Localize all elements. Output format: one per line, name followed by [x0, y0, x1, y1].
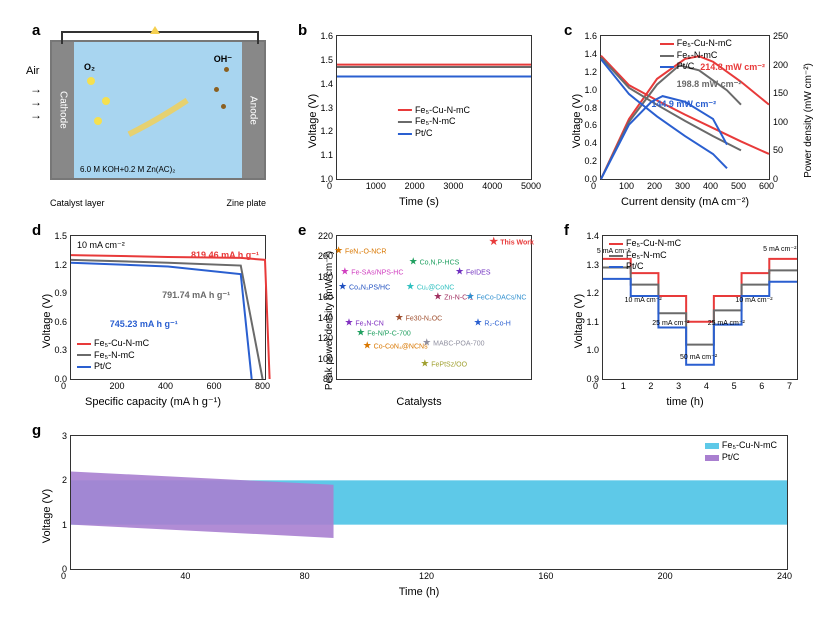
catalyst-point: ★ FeIDES: [455, 266, 490, 277]
legend-fen: Fe₅-N-mC: [415, 116, 456, 128]
legend-fen-f: Fe₅-N-mC: [626, 250, 667, 262]
air-arrow1: →: [30, 82, 42, 96]
zinc-plate-label: Zine plate: [226, 198, 266, 208]
catalyst-point: ★ FeCo-DACs/NC: [466, 292, 527, 303]
legend-g: Fe₅-Cu-N-mC Pt/C: [705, 440, 777, 463]
panel-d: d 10 mA cm⁻² 819.46 mA h g⁻¹ 791.74 mA h…: [30, 220, 276, 410]
legend-ptc-f: Pt/C: [626, 261, 644, 273]
legend-ptc-g: Pt/C: [722, 452, 740, 464]
catalyst-point: ★ Co-CoN₄@NCNs: [363, 341, 428, 352]
catalyst-point: ★ Co₄N₃PS/HC: [338, 282, 390, 293]
legend-fen-c: Fe₅-N-mC: [677, 50, 718, 62]
catalyst-point: ★ FePtSz/OO: [420, 358, 467, 369]
air-label: Air: [26, 65, 39, 77]
xlabel-e: Catalysts: [396, 396, 441, 408]
panel-g: g Fe₅-Cu-N-mC Pt/C 040801201602002400123…: [30, 420, 808, 600]
panel-c-label: c: [564, 22, 572, 39]
panel-f: f Fe₅-Cu-N-mC Fe₅-N-mC Pt/C 012345670.91…: [562, 220, 808, 410]
panel-a-label: a: [32, 22, 40, 39]
ylabel-e: Peak power density (mW cm⁻²): [324, 251, 335, 390]
xlabel-b: Time (s): [399, 196, 439, 208]
rate-step-label: 5 mA cm⁻²: [597, 247, 630, 255]
legend-fecu-f: Fe₅-Cu-N-mC: [626, 238, 681, 250]
plot-g-area: Fe₅-Cu-N-mC Pt/C 040801201602002400123: [70, 435, 788, 570]
rate-step-label: 5 mA cm⁻²: [763, 245, 796, 253]
xlabel-g: Time (h): [399, 586, 440, 598]
air-arrow2: →: [30, 95, 42, 109]
wire: [50, 26, 270, 44]
header-d: 10 mA cm⁻²: [77, 240, 125, 251]
rate-step-label: 50 mA cm⁻²: [680, 353, 717, 361]
panel-c: c Fe₅-Cu-N-mC Fe₅-N-mC Pt/C 214.8 mW cm⁻…: [562, 20, 808, 210]
panel-a: a Air → → → Cathode Anode O₂ OH⁻ 6.0 M K…: [30, 20, 276, 210]
figure-grid: a Air → → → Cathode Anode O₂ OH⁻ 6.0 M K…: [30, 20, 808, 618]
catalyst-point: ★ Fe-N/P-C-700: [356, 328, 410, 339]
legend-fecu-c: Fe₅-Cu-N-mC: [677, 38, 732, 50]
peak-fecu: 214.8 mW cm⁻²: [700, 62, 765, 73]
legend-d: Fe₅-Cu-N-mC Fe₅-N-mC Pt/C: [77, 338, 149, 373]
legend-ptc-c: Pt/C: [677, 61, 695, 73]
peak-ptc: 144.9 mW cm⁻²: [651, 99, 716, 110]
panel-g-label: g: [32, 422, 41, 439]
cap-fen: 791.74 mA h g⁻¹: [162, 290, 230, 301]
ylabel-c: Voltage (V): [571, 94, 583, 148]
panel-f-label: f: [564, 222, 569, 239]
ylabel-f: Voltage (V): [573, 294, 585, 348]
peak-fen: 198.8 mW cm⁻²: [677, 79, 742, 90]
ylabel-g: Voltage (V): [41, 489, 53, 543]
ylabel-b: Voltage (V): [307, 94, 319, 148]
plot-e-area: 80100120140160180200220★ This Work★ FeN₄…: [336, 235, 532, 380]
panel-d-label: d: [32, 222, 41, 239]
legend-b: Fe₅-Cu-N-mC Fe₅-N-mC Pt/C: [398, 105, 470, 140]
xlabel-d: Specific capacity (mA h g⁻¹): [85, 395, 221, 408]
panel-e: e 80100120140160180200220★ This Work★ Fe…: [296, 220, 542, 410]
schematic-arrow: [52, 42, 264, 178]
catalyst-layer-label: Catalyst layer: [50, 198, 105, 208]
catalyst-point: ★ This Work: [489, 237, 534, 248]
ylabel-d: Voltage (V): [41, 294, 53, 348]
legend-f: Fe₅-Cu-N-mC Fe₅-N-mC Pt/C: [609, 238, 681, 273]
xlabel-f: time (h): [666, 396, 703, 408]
catalyst-point: ★ R₂-Co-H: [474, 317, 511, 328]
air-arrow3: →: [30, 108, 42, 122]
plot-f-area: Fe₅-Cu-N-mC Fe₅-N-mC Pt/C 012345670.91.0…: [602, 235, 798, 380]
panel-b: b Fe₅-Cu-N-mC Fe₅-N-mC Pt/C 010002000300…: [296, 20, 542, 210]
cap-fecu: 819.46 mA h g⁻¹: [191, 250, 259, 261]
panel-b-label: b: [298, 22, 307, 39]
catalyst-point: ★ FeN₄-O-NCR: [334, 246, 386, 257]
ylabel2-c: Power density (mW cm⁻²): [803, 63, 814, 178]
legend-ptc-d: Pt/C: [94, 361, 112, 373]
plot-b-area: Fe₅-Cu-N-mC Fe₅-N-mC Pt/C 01000200030004…: [336, 35, 532, 180]
legend-ptc: Pt/C: [415, 128, 433, 140]
catalyst-point: ★ Fe30-N₂OC: [395, 312, 442, 323]
catalyst-point: ★ Fe-SAs/NPS-HC: [340, 266, 403, 277]
electrolyte-label: 6.0 M KOH+0.2 M Zn(AC)₂: [80, 165, 175, 174]
xlabel-c: Current density (mA cm⁻²): [621, 195, 749, 208]
cap-ptc: 745.23 mA h g⁻¹: [110, 319, 178, 330]
legend-fecu: Fe₅-Cu-N-mC: [415, 105, 470, 117]
schematic: Cathode Anode O₂ OH⁻ 6.0 M KOH+0.2 M Zn(…: [50, 40, 266, 180]
legend-fecu-d: Fe₅-Cu-N-mC: [94, 338, 149, 350]
rate-step-label: 25 mA cm⁻²: [652, 319, 689, 327]
catalyst-point: ★ MABC-POA-700: [422, 338, 484, 349]
rate-step-label: 25 mA cm⁻²: [708, 319, 745, 327]
rate-step-label: 10 mA cm⁻²: [625, 296, 662, 304]
plot-g-svg: [71, 436, 787, 569]
catalyst-point: ★ Co,N,P-HCS: [409, 256, 460, 267]
panel-e-label: e: [298, 222, 306, 239]
rate-step-label: 10 mA cm⁻²: [735, 296, 772, 304]
legend-fecu-g: Fe₅-Cu-N-mC: [722, 440, 777, 452]
legend-fen-d: Fe₅-N-mC: [94, 350, 135, 362]
plot-c-area: Fe₅-Cu-N-mC Fe₅-N-mC Pt/C 214.8 mW cm⁻² …: [600, 35, 770, 180]
plot-d-area: 10 mA cm⁻² 819.46 mA h g⁻¹ 791.74 mA h g…: [70, 235, 266, 380]
